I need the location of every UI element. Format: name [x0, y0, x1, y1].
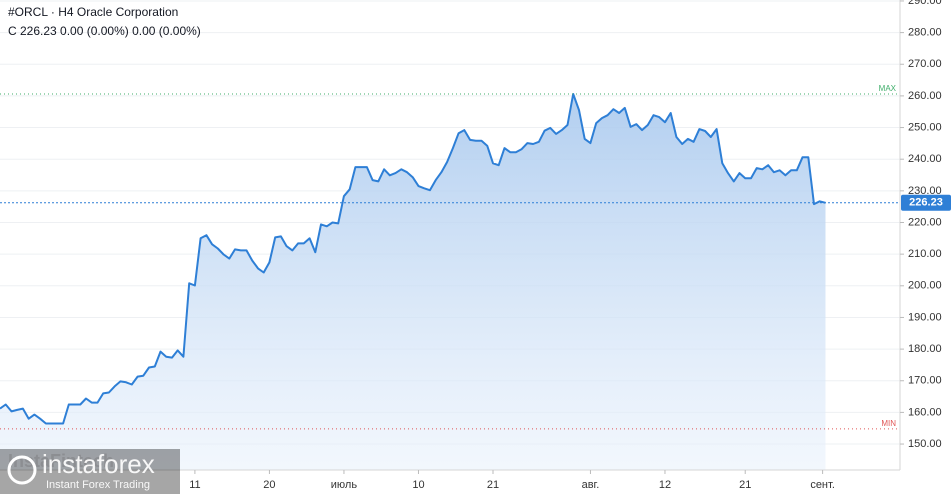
y-tick-label: 240.00: [908, 153, 942, 165]
last-price-box: [901, 194, 951, 211]
max-line-label: MAX: [879, 84, 897, 93]
area-fill: [0, 94, 826, 470]
y-tick-label: 170.00: [908, 375, 942, 387]
min-line-label: MIN: [881, 419, 896, 428]
x-tick-label: июль: [331, 479, 358, 491]
y-tick-label: 190.00: [908, 311, 942, 323]
x-tick-label: авг.: [582, 479, 600, 491]
chart-subtitle: C 226.23 0.00 (0.00%) 0.00 (0.00%): [8, 24, 201, 38]
x-tick-label: 21: [739, 479, 751, 491]
x-tick-label: 21: [487, 479, 499, 491]
y-tick-label: 290.00: [908, 0, 942, 7]
y-tick-label: 280.00: [908, 27, 942, 39]
watermark-bg: [0, 449, 180, 494]
plot: MAX MIN: [0, 84, 900, 470]
y-tick-label: 180.00: [908, 343, 942, 355]
y-tick-label: 230.00: [908, 185, 942, 197]
last-price-label: 226.23: [909, 197, 943, 209]
chart-title: #ORCL · H4 Oracle Corporation: [8, 5, 178, 19]
x-tick-label: 11: [189, 479, 200, 491]
y-tick-label: 270.00: [908, 58, 942, 70]
x-tick-label: сент.: [810, 479, 835, 491]
price-line: [0, 93, 826, 425]
y-tick-label: 150.00: [908, 438, 942, 450]
y-tick-label: 210.00: [908, 248, 942, 260]
y-tick-label: 200.00: [908, 280, 942, 292]
axes: 150.00 160.00 170.00 180.00 190.00 200.00 210.…: [189, 0, 951, 491]
watermark: InstaFintech instaforex Instant Forex Tr…: [0, 449, 180, 494]
watermark-brand: instaforex: [42, 449, 155, 479]
y-tick-label: 220.00: [908, 216, 942, 228]
y-tick-label: 260.00: [908, 90, 942, 102]
x-tick-label: 10: [412, 479, 424, 491]
watermark-tagline: Instant Forex Trading: [46, 479, 150, 491]
y-tick-label: 250.00: [908, 121, 942, 133]
watermark-logo: [7, 455, 37, 485]
x-tick-label: 12: [659, 479, 671, 491]
y-tick-label: 160.00: [908, 406, 942, 418]
x-tick-label: 20: [263, 479, 275, 491]
